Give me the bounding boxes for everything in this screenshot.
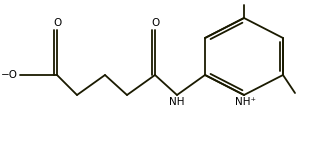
Text: NH: NH bbox=[169, 97, 185, 107]
Text: NH⁺: NH⁺ bbox=[235, 97, 257, 107]
Text: O: O bbox=[151, 18, 159, 28]
Text: −O: −O bbox=[1, 70, 18, 80]
Text: O: O bbox=[53, 18, 61, 28]
